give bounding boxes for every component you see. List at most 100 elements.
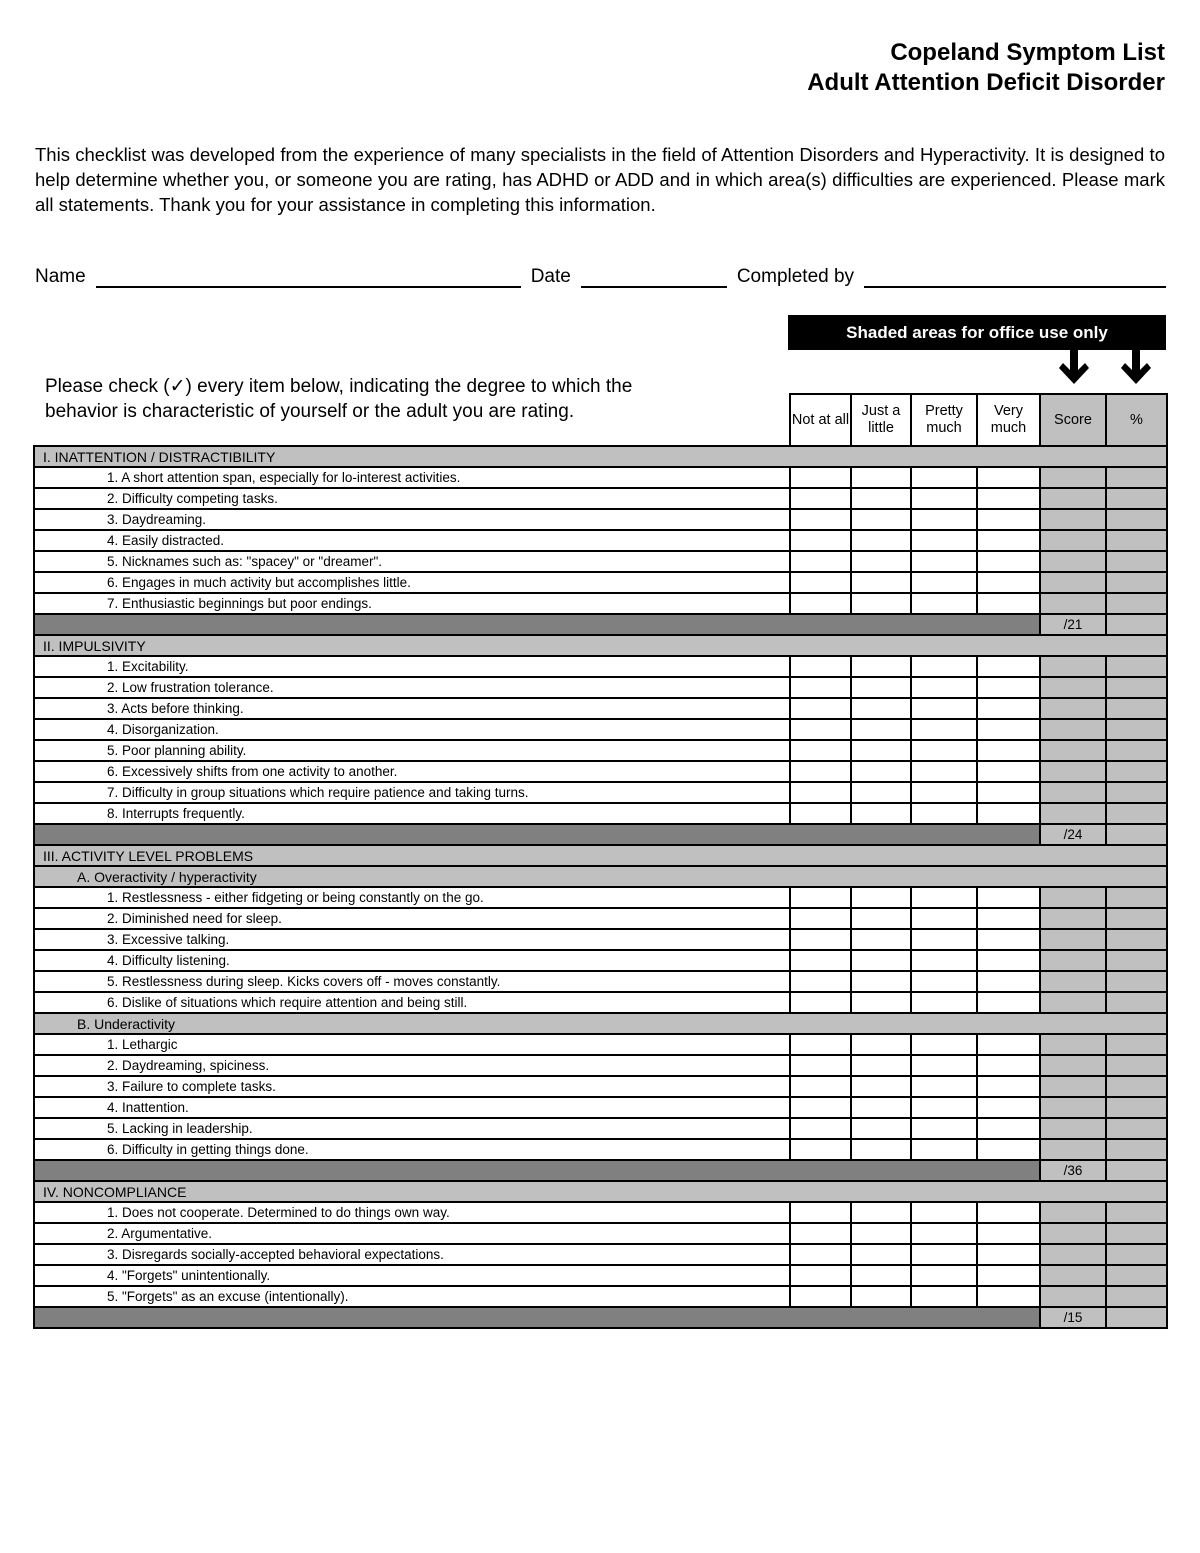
checkbox-not-at-all[interactable]	[789, 1096, 852, 1119]
checkbox-not-at-all[interactable]	[789, 928, 852, 951]
checkbox-very-much[interactable]	[976, 508, 1041, 531]
checkbox-pretty-much[interactable]	[910, 886, 978, 909]
completed-by-field[interactable]	[864, 266, 1166, 288]
checkbox-pretty-much[interactable]	[910, 466, 978, 489]
checkbox-not-at-all[interactable]	[789, 1054, 852, 1077]
checkbox-not-at-all[interactable]	[789, 1075, 852, 1098]
checkbox-just-a-little[interactable]	[850, 1117, 912, 1140]
checkbox-pretty-much[interactable]	[910, 1075, 978, 1098]
checkbox-very-much[interactable]	[976, 1096, 1041, 1119]
checkbox-very-much[interactable]	[976, 592, 1041, 615]
checkbox-very-much[interactable]	[976, 1033, 1041, 1056]
checkbox-pretty-much[interactable]	[910, 550, 978, 573]
checkbox-very-much[interactable]	[976, 655, 1041, 678]
checkbox-just-a-little[interactable]	[850, 991, 912, 1014]
checkbox-not-at-all[interactable]	[789, 1117, 852, 1140]
checkbox-pretty-much[interactable]	[910, 697, 978, 720]
checkbox-not-at-all[interactable]	[789, 529, 852, 552]
checkbox-pretty-much[interactable]	[910, 508, 978, 531]
checkbox-just-a-little[interactable]	[850, 508, 912, 531]
checkbox-just-a-little[interactable]	[850, 1033, 912, 1056]
checkbox-pretty-much[interactable]	[910, 1096, 978, 1119]
checkbox-not-at-all[interactable]	[789, 760, 852, 783]
checkbox-just-a-little[interactable]	[850, 1243, 912, 1266]
checkbox-pretty-much[interactable]	[910, 487, 978, 510]
checkbox-very-much[interactable]	[976, 739, 1041, 762]
checkbox-just-a-little[interactable]	[850, 760, 912, 783]
checkbox-very-much[interactable]	[976, 1243, 1041, 1266]
checkbox-not-at-all[interactable]	[789, 571, 852, 594]
checkbox-very-much[interactable]	[976, 1264, 1041, 1287]
checkbox-very-much[interactable]	[976, 1138, 1041, 1161]
checkbox-very-much[interactable]	[976, 1222, 1041, 1245]
checkbox-very-much[interactable]	[976, 676, 1041, 699]
checkbox-not-at-all[interactable]	[789, 1201, 852, 1224]
checkbox-pretty-much[interactable]	[910, 718, 978, 741]
checkbox-pretty-much[interactable]	[910, 676, 978, 699]
checkbox-very-much[interactable]	[976, 529, 1041, 552]
checkbox-pretty-much[interactable]	[910, 760, 978, 783]
checkbox-pretty-much[interactable]	[910, 1117, 978, 1140]
checkbox-just-a-little[interactable]	[850, 739, 912, 762]
checkbox-just-a-little[interactable]	[850, 1264, 912, 1287]
checkbox-not-at-all[interactable]	[789, 802, 852, 825]
checkbox-pretty-much[interactable]	[910, 991, 978, 1014]
checkbox-very-much[interactable]	[976, 1075, 1041, 1098]
checkbox-just-a-little[interactable]	[850, 970, 912, 993]
checkbox-pretty-much[interactable]	[910, 1222, 978, 1245]
checkbox-not-at-all[interactable]	[789, 1222, 852, 1245]
checkbox-just-a-little[interactable]	[850, 466, 912, 489]
checkbox-just-a-little[interactable]	[850, 949, 912, 972]
checkbox-pretty-much[interactable]	[910, 655, 978, 678]
checkbox-just-a-little[interactable]	[850, 1054, 912, 1077]
checkbox-pretty-much[interactable]	[910, 928, 978, 951]
checkbox-very-much[interactable]	[976, 466, 1041, 489]
checkbox-not-at-all[interactable]	[789, 739, 852, 762]
checkbox-not-at-all[interactable]	[789, 1138, 852, 1161]
checkbox-just-a-little[interactable]	[850, 487, 912, 510]
checkbox-pretty-much[interactable]	[910, 1285, 978, 1308]
checkbox-pretty-much[interactable]	[910, 1264, 978, 1287]
checkbox-very-much[interactable]	[976, 697, 1041, 720]
checkbox-just-a-little[interactable]	[850, 718, 912, 741]
checkbox-very-much[interactable]	[976, 949, 1041, 972]
checkbox-just-a-little[interactable]	[850, 529, 912, 552]
checkbox-very-much[interactable]	[976, 907, 1041, 930]
checkbox-not-at-all[interactable]	[789, 1285, 852, 1308]
checkbox-not-at-all[interactable]	[789, 466, 852, 489]
checkbox-pretty-much[interactable]	[910, 970, 978, 993]
checkbox-just-a-little[interactable]	[850, 886, 912, 909]
checkbox-pretty-much[interactable]	[910, 781, 978, 804]
checkbox-pretty-much[interactable]	[910, 571, 978, 594]
checkbox-just-a-little[interactable]	[850, 1222, 912, 1245]
checkbox-just-a-little[interactable]	[850, 928, 912, 951]
checkbox-not-at-all[interactable]	[789, 1033, 852, 1056]
checkbox-not-at-all[interactable]	[789, 550, 852, 573]
checkbox-not-at-all[interactable]	[789, 508, 852, 531]
checkbox-very-much[interactable]	[976, 886, 1041, 909]
checkbox-just-a-little[interactable]	[850, 655, 912, 678]
checkbox-very-much[interactable]	[976, 781, 1041, 804]
checkbox-pretty-much[interactable]	[910, 1243, 978, 1266]
checkbox-very-much[interactable]	[976, 1285, 1041, 1308]
checkbox-very-much[interactable]	[976, 571, 1041, 594]
checkbox-not-at-all[interactable]	[789, 970, 852, 993]
checkbox-not-at-all[interactable]	[789, 676, 852, 699]
checkbox-pretty-much[interactable]	[910, 949, 978, 972]
checkbox-just-a-little[interactable]	[850, 571, 912, 594]
checkbox-very-much[interactable]	[976, 487, 1041, 510]
checkbox-not-at-all[interactable]	[789, 907, 852, 930]
checkbox-not-at-all[interactable]	[789, 592, 852, 615]
checkbox-not-at-all[interactable]	[789, 487, 852, 510]
checkbox-just-a-little[interactable]	[850, 676, 912, 699]
checkbox-not-at-all[interactable]	[789, 949, 852, 972]
checkbox-not-at-all[interactable]	[789, 886, 852, 909]
checkbox-very-much[interactable]	[976, 760, 1041, 783]
date-field[interactable]	[580, 266, 727, 288]
checkbox-very-much[interactable]	[976, 970, 1041, 993]
checkbox-just-a-little[interactable]	[850, 1096, 912, 1119]
checkbox-pretty-much[interactable]	[910, 592, 978, 615]
checkbox-not-at-all[interactable]	[789, 991, 852, 1014]
checkbox-pretty-much[interactable]	[910, 802, 978, 825]
checkbox-very-much[interactable]	[976, 991, 1041, 1014]
